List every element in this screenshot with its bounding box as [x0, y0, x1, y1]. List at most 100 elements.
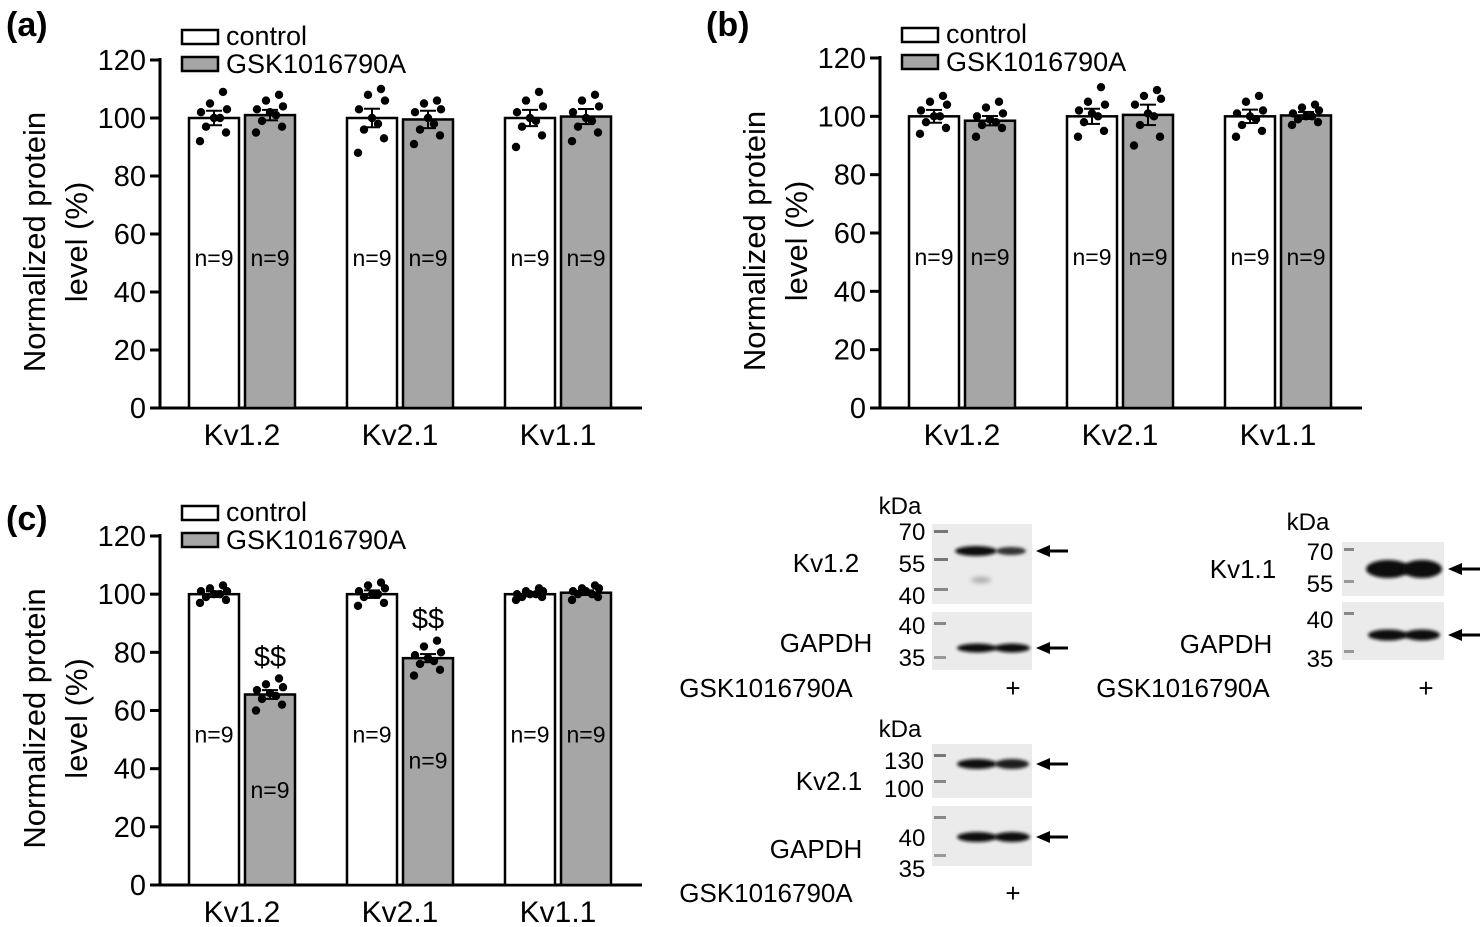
- marker-130: 130: [884, 748, 924, 775]
- data-point: [252, 685, 262, 695]
- data-point: [354, 105, 364, 114]
- legend-label-treatment: GSK1016790A: [226, 525, 406, 555]
- data-point: [432, 96, 442, 105]
- marker-55: 55: [899, 551, 926, 578]
- marker-55: 55: [1307, 571, 1334, 598]
- data-point: [419, 642, 429, 651]
- marker-100: 100: [884, 776, 924, 803]
- data-point: [590, 581, 600, 590]
- data-point: [1231, 132, 1241, 141]
- data-point: [410, 108, 420, 117]
- data-point: [512, 589, 522, 599]
- bar-control: [1065, 115, 1119, 410]
- data-point: [221, 128, 231, 137]
- data-point: [594, 102, 604, 111]
- y-axis-title-line: level (%): [779, 181, 814, 302]
- data-point: [1155, 132, 1165, 141]
- n-label: n=9: [510, 245, 549, 271]
- n-label: n=9: [352, 245, 391, 271]
- bar-control: [187, 592, 241, 887]
- data-point: [257, 116, 267, 126]
- arrow-icon: [1036, 831, 1068, 843]
- data-point: [525, 113, 535, 123]
- data-point: [1100, 100, 1110, 109]
- data-point: [380, 96, 390, 105]
- data-point: [201, 122, 211, 131]
- data-point: [376, 578, 386, 587]
- y-tick-label: 100: [818, 101, 866, 133]
- n-label: n=9: [250, 245, 289, 271]
- data-point: [436, 648, 446, 657]
- y-tick-label: 80: [114, 161, 146, 193]
- legend-label-control: control: [946, 19, 1027, 49]
- legend-swatch-treatment: [180, 531, 220, 549]
- data-point: [252, 105, 262, 114]
- y-tick-label: 100: [98, 103, 146, 135]
- bar-control: [907, 115, 961, 410]
- data-point: [593, 128, 603, 137]
- data-point: [568, 108, 578, 117]
- marker-40: 40: [899, 583, 926, 610]
- data-point: [209, 113, 219, 123]
- data-point: [222, 105, 232, 114]
- arrow-icon: [1448, 563, 1480, 575]
- data-point: [376, 84, 386, 94]
- data-point: [1257, 126, 1267, 136]
- y-tick-label: 40: [114, 754, 146, 786]
- data-point: [409, 139, 419, 149]
- data-point: [590, 90, 600, 100]
- loading-band-treated: [1404, 629, 1440, 641]
- data-point: [359, 125, 369, 134]
- protein-membrane: [932, 744, 1032, 798]
- data-point: [568, 587, 578, 596]
- data-point: [1287, 120, 1297, 130]
- treatment-label: GSK1016790A: [679, 673, 853, 703]
- loading-label: GAPDH: [780, 628, 872, 658]
- data-point: [367, 589, 377, 599]
- data-point: [1297, 103, 1307, 112]
- ladder-mark: [934, 854, 946, 857]
- data-point: [363, 90, 373, 100]
- data-point: [205, 99, 215, 108]
- ladder-mark: [1344, 580, 1354, 583]
- data-point: [373, 119, 383, 128]
- data-point: [277, 700, 287, 709]
- kda-label: kDa: [879, 716, 922, 743]
- data-point: [215, 589, 225, 599]
- protein-band-control: [1366, 560, 1410, 578]
- ladder-mark: [1344, 650, 1354, 653]
- data-point: [354, 587, 364, 596]
- legend-label-control: control: [226, 497, 307, 527]
- data-point: [363, 581, 373, 590]
- loading-marker-40: 40: [899, 825, 926, 852]
- bar-control: [503, 116, 557, 410]
- arrow-icon: [1036, 545, 1068, 557]
- n-label: n=9: [408, 245, 447, 271]
- loading-band-control: [957, 832, 997, 842]
- data-point: [195, 137, 205, 146]
- data-point: [537, 131, 547, 140]
- legend-swatch-control: [180, 28, 220, 46]
- data-point: [942, 100, 952, 109]
- ladder-mark: [934, 622, 946, 625]
- y-tick-label: 20: [114, 812, 146, 844]
- data-point: [419, 99, 429, 108]
- data-point: [373, 589, 383, 599]
- data-point: [1293, 115, 1303, 124]
- data-point: [1307, 112, 1317, 121]
- data-point: [435, 665, 445, 674]
- data-point: [201, 592, 211, 602]
- lane-mark-treated: +: [1005, 878, 1020, 908]
- y-axis-title-line: Normalized protein: [737, 111, 772, 371]
- x-tick-label: Kv1.2: [204, 896, 281, 927]
- blot-kv1-2: kDa 70 55 40 Kv1.2 40 35 GAPDH GSK101679…: [679, 493, 1068, 703]
- data-point: [277, 122, 287, 131]
- data-point: [925, 97, 935, 106]
- x-tick-label: Kv1.1: [1240, 419, 1317, 452]
- n-label: n=9: [1230, 244, 1269, 270]
- data-point: [994, 97, 1004, 106]
- data-point: [1130, 100, 1140, 109]
- protein-band-control: [955, 546, 997, 556]
